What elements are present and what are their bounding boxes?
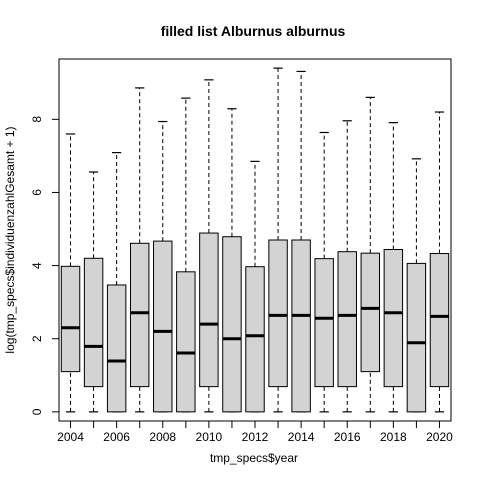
box-2006 xyxy=(106,152,127,413)
x-tick-label: 2006 xyxy=(103,430,130,444)
box-2010 xyxy=(199,79,219,413)
y-tick-label: 6 xyxy=(30,189,44,196)
box-2019 xyxy=(406,158,427,413)
x-tick-label: 2016 xyxy=(334,430,361,444)
x-tick-label: 2004 xyxy=(57,430,84,444)
box-2004 xyxy=(60,133,81,413)
box-body-2007 xyxy=(129,242,150,388)
box-2009 xyxy=(176,97,196,413)
x-tick-label: 2010 xyxy=(196,430,223,444)
x-tick-label: 2012 xyxy=(242,430,269,444)
x-tick-label: 2018 xyxy=(380,430,407,444)
box-body-2010 xyxy=(199,232,219,388)
box-body-2014 xyxy=(291,239,311,413)
box-body-2004 xyxy=(60,265,81,373)
box-2018 xyxy=(383,122,404,413)
box-body-2013 xyxy=(268,239,288,388)
x-axis-label: tmp_specs$year xyxy=(210,451,298,465)
box-body-2019 xyxy=(406,262,427,413)
box-2020 xyxy=(429,111,450,413)
box-2007 xyxy=(129,87,150,413)
box-body-2012 xyxy=(245,266,265,413)
x-tick-label: 2020 xyxy=(426,430,453,444)
box-body-2006 xyxy=(106,284,127,413)
box-2012 xyxy=(245,160,265,413)
box-2015 xyxy=(314,131,334,413)
x-tick-label: 2008 xyxy=(149,430,176,444)
box-2005 xyxy=(83,171,104,413)
box-body-2020 xyxy=(429,253,450,388)
box-body-2016 xyxy=(337,251,357,388)
box-2011 xyxy=(222,108,242,413)
box-body-2008 xyxy=(153,240,173,413)
y-axis-label: log(tmp_specs$individuenzahlGesamt + 1) xyxy=(3,126,17,353)
box-body-2011 xyxy=(222,236,242,413)
boxes-group xyxy=(60,67,450,413)
box-body-2005 xyxy=(83,257,104,388)
box-2008 xyxy=(153,120,173,413)
y-tick-label: 2 xyxy=(30,335,44,342)
y-tick-label: 0 xyxy=(30,408,44,415)
box-2013 xyxy=(268,67,288,413)
x-axis: 2004 2006 2008 2010 2012 2014 2016 2018 2020 xyxy=(57,420,453,444)
box-body-2015 xyxy=(314,258,334,388)
box-body-2009 xyxy=(176,271,196,413)
box-body-2018 xyxy=(383,249,404,388)
y-axis: 0 2 4 6 8 xyxy=(30,116,60,415)
box-body-2017 xyxy=(360,252,381,373)
x-tick-label: 2014 xyxy=(288,430,315,444)
box-2014 xyxy=(291,70,311,413)
box-2016 xyxy=(337,120,357,413)
box-2017 xyxy=(360,96,381,413)
chart-title: filled list Alburnus alburnus xyxy=(161,23,346,39)
y-tick-label: 4 xyxy=(30,262,44,269)
y-tick-label: 8 xyxy=(30,116,44,123)
